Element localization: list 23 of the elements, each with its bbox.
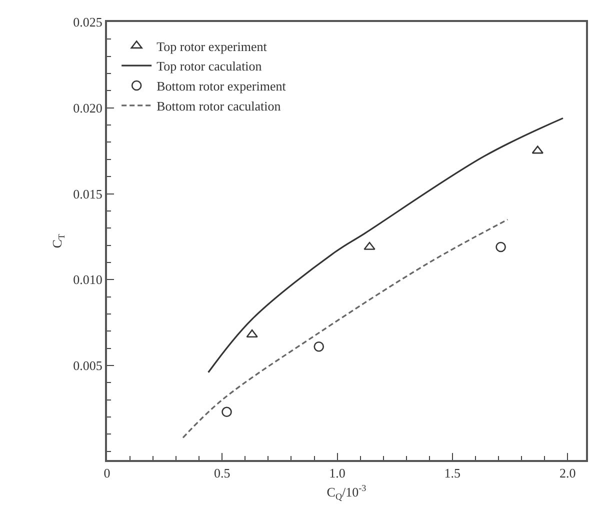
point [246, 329, 258, 338]
x-tick-label: 1.0 [329, 466, 346, 481]
legend-label: Top rotor caculation [156, 58, 262, 74]
y-tick-label: 0.015 [73, 186, 102, 202]
point [496, 242, 506, 252]
x-tick-label: 2.0 [559, 466, 576, 481]
y-tick-label: 0.025 [73, 14, 102, 30]
point [532, 146, 544, 154]
line-series [208, 117, 564, 374]
x-tick-label: 1.5 [444, 466, 461, 481]
x-axis-title: C$_{Q}$/10$^{-3}$ [326, 483, 367, 502]
point [222, 406, 232, 418]
x-tick-label: 0 [104, 466, 110, 481]
legend-label: Bottom rotor experiment [156, 78, 286, 94]
y-tick-label: 0.005 [73, 358, 102, 374]
line-series [182, 218, 508, 438]
legend-label: Top rotor experiment [156, 38, 268, 54]
y-tick-label: 0.020 [73, 100, 102, 116]
y-tick-label: 0.010 [73, 272, 102, 288]
legend-label: Bottom rotor caculation [156, 98, 282, 114]
point [314, 341, 324, 352]
point [364, 242, 376, 250]
x-tick-label: 0.5 [214, 466, 230, 481]
